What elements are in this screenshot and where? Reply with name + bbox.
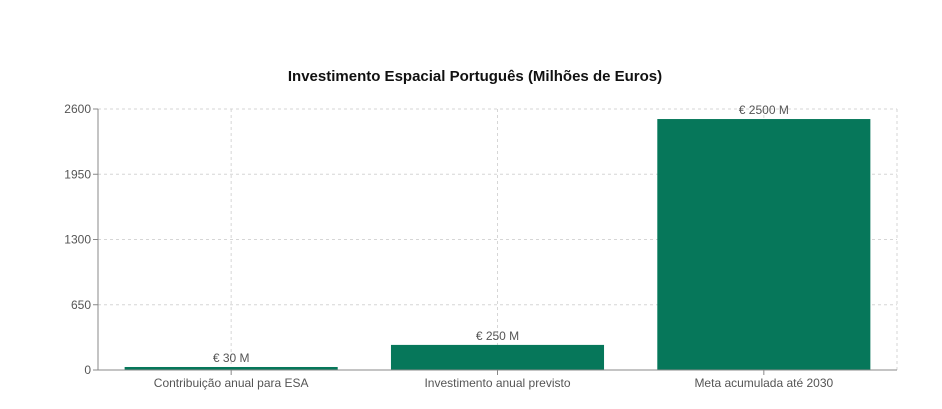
data-label: € 30 M <box>213 351 250 365</box>
bar <box>124 366 338 370</box>
bar <box>657 119 871 371</box>
y-tick-label: 2600 <box>64 102 91 116</box>
data-labels: € 30 M € 250 M € 2500 M <box>213 103 789 365</box>
y-tick-label: 650 <box>71 298 91 312</box>
y-tick-label: 1300 <box>64 233 91 247</box>
y-tick-label: 0 <box>84 363 91 377</box>
x-tick-label: Investimento anual previsto <box>424 376 570 390</box>
chart-title: Investimento Espacial Português (Milhões… <box>288 68 662 85</box>
x-tick-label: Meta acumulada até 2030 <box>694 376 833 390</box>
bars <box>124 119 871 371</box>
bar <box>390 344 605 370</box>
y-tick-label: 1950 <box>64 167 91 181</box>
data-label: € 2500 M <box>739 103 789 117</box>
x-tick-label: Contribuição anual para ESA <box>154 376 309 390</box>
x-axis-ticks: Contribuição anual para ESA Investimento … <box>154 370 834 390</box>
y-axis-ticks: 0 650 1300 1950 2600 <box>64 102 98 377</box>
data-label: € 250 M <box>476 329 519 343</box>
